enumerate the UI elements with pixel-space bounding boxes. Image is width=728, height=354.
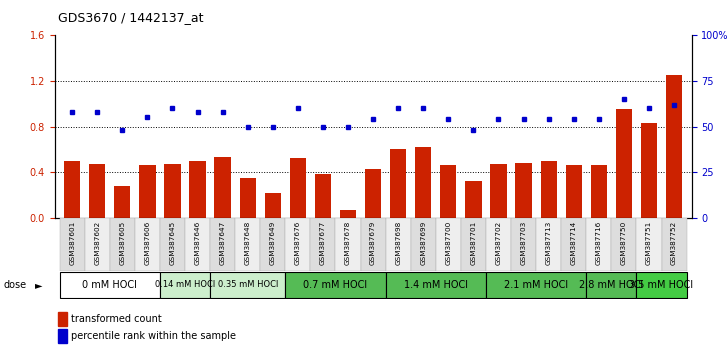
Bar [110,218,135,271]
Bar [566,165,582,218]
Bar [64,161,80,218]
Bar [612,218,636,271]
Text: GSM387701: GSM387701 [470,220,476,265]
Bar [290,159,306,218]
Bar [285,218,310,271]
Text: GSM387751: GSM387751 [646,220,652,265]
Bar [666,75,682,218]
Text: GSM387601: GSM387601 [69,220,75,265]
Text: dose: dose [4,280,27,290]
Text: 1.4 mM HOCl: 1.4 mM HOCl [404,280,468,290]
Text: GSM387677: GSM387677 [320,220,326,265]
FancyBboxPatch shape [60,272,160,298]
Text: GSM387605: GSM387605 [119,220,125,265]
Text: GSM387750: GSM387750 [621,220,627,265]
Bar [515,163,531,218]
Bar [641,123,657,218]
Text: 0.7 mM HOCl: 0.7 mM HOCl [304,280,368,290]
Bar [390,149,406,218]
Text: GSM387716: GSM387716 [596,220,602,265]
Bar [260,218,285,271]
Bar [360,218,386,271]
Text: 3.5 mM HOCl: 3.5 mM HOCl [630,280,694,290]
Bar [60,218,84,271]
Bar [210,218,235,271]
Bar [436,218,461,271]
Bar [165,164,181,218]
Bar [616,109,632,218]
Bar [265,193,281,218]
Bar [536,218,561,271]
Text: GSM387648: GSM387648 [245,220,250,265]
Bar [540,161,557,218]
Text: 0.14 mM HOCl: 0.14 mM HOCl [155,280,215,290]
Text: GSM387645: GSM387645 [170,220,175,265]
Bar [215,157,231,218]
FancyBboxPatch shape [586,272,636,298]
Bar [386,218,411,271]
Text: GSM387679: GSM387679 [370,220,376,265]
Bar [586,218,612,271]
Bar [314,175,331,218]
Bar [139,165,156,218]
Bar [461,218,486,271]
Bar [84,218,110,271]
Bar [340,210,356,218]
Bar [561,218,586,271]
Bar [411,218,436,271]
Text: GSM387698: GSM387698 [395,220,401,265]
Text: ►: ► [35,280,42,290]
FancyBboxPatch shape [486,272,586,298]
Bar [590,165,607,218]
Text: GSM387700: GSM387700 [446,220,451,265]
Bar [235,218,260,271]
Text: GSM387713: GSM387713 [546,220,552,265]
Bar [465,181,481,218]
Text: 2.8 mM HOCl: 2.8 mM HOCl [579,280,644,290]
Text: GSM387703: GSM387703 [521,220,526,265]
Bar [491,164,507,218]
Text: GSM387647: GSM387647 [220,220,226,265]
Text: percentile rank within the sample: percentile rank within the sample [71,331,236,341]
Bar [240,178,256,218]
Text: GSM387649: GSM387649 [270,220,276,265]
Text: GSM387699: GSM387699 [420,220,427,265]
Text: GSM387702: GSM387702 [496,220,502,265]
Bar [189,161,206,218]
FancyBboxPatch shape [160,272,210,298]
Text: GSM387752: GSM387752 [671,220,677,265]
Bar [486,218,511,271]
Text: 0 mM HOCl: 0 mM HOCl [82,280,137,290]
Text: GSM387676: GSM387676 [295,220,301,265]
Bar [310,218,336,271]
Text: 2.1 mM HOCl: 2.1 mM HOCl [504,280,568,290]
FancyBboxPatch shape [210,272,285,298]
Bar [636,218,662,271]
Bar [114,186,130,218]
Text: 0.35 mM HOCl: 0.35 mM HOCl [218,280,278,290]
Text: GSM387678: GSM387678 [345,220,351,265]
Bar [662,218,687,271]
Bar [160,218,185,271]
Text: GSM387602: GSM387602 [94,220,100,265]
Bar [440,165,456,218]
Text: transformed count: transformed count [71,314,162,324]
Text: GDS3670 / 1442137_at: GDS3670 / 1442137_at [58,11,204,24]
FancyBboxPatch shape [386,272,486,298]
Text: GSM387606: GSM387606 [144,220,151,265]
Text: GSM387646: GSM387646 [194,220,200,265]
FancyBboxPatch shape [285,272,386,298]
FancyBboxPatch shape [636,272,687,298]
Bar [336,218,360,271]
Bar [415,147,432,218]
Bar [135,218,160,271]
Text: GSM387714: GSM387714 [571,220,577,265]
Bar [511,218,536,271]
Bar [365,169,381,218]
Bar [89,164,106,218]
Bar [185,218,210,271]
